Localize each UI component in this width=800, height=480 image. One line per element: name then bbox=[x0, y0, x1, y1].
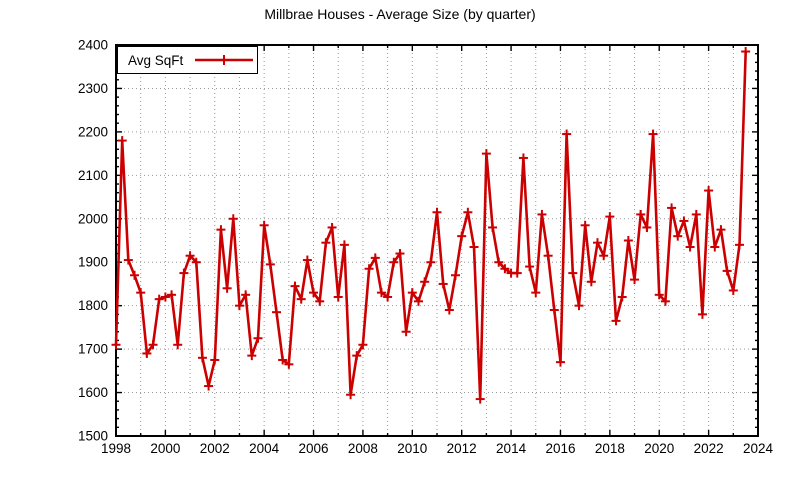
svg-text:2300: 2300 bbox=[78, 81, 108, 96]
svg-text:1700: 1700 bbox=[78, 342, 108, 357]
svg-text:2200: 2200 bbox=[78, 124, 108, 139]
svg-text:1998: 1998 bbox=[101, 441, 131, 456]
svg-text:2020: 2020 bbox=[644, 441, 674, 456]
svg-text:2016: 2016 bbox=[545, 441, 575, 456]
svg-text:1500: 1500 bbox=[78, 429, 108, 444]
svg-text:2010: 2010 bbox=[397, 441, 427, 456]
svg-text:2002: 2002 bbox=[200, 441, 230, 456]
svg-text:1600: 1600 bbox=[78, 385, 108, 400]
legend-line-sample bbox=[195, 55, 254, 65]
svg-text:2004: 2004 bbox=[249, 441, 280, 456]
svg-text:2006: 2006 bbox=[299, 441, 329, 456]
svg-text:2018: 2018 bbox=[595, 441, 625, 456]
series-markers bbox=[111, 47, 751, 404]
axis-tick-labels: 1500 1600 1700 1800 1900 2000 2100 2200 2300 2400… bbox=[78, 38, 774, 457]
svg-text:2014: 2014 bbox=[496, 441, 527, 456]
svg-text:2000: 2000 bbox=[150, 441, 180, 456]
svg-text:2012: 2012 bbox=[447, 441, 477, 456]
svg-text:2008: 2008 bbox=[348, 441, 378, 456]
series-line bbox=[114, 51, 747, 400]
svg-text:1800: 1800 bbox=[78, 298, 108, 313]
legend-label: Avg SqFt bbox=[128, 52, 184, 68]
svg-text:2400: 2400 bbox=[78, 38, 108, 53]
svg-text:2100: 2100 bbox=[78, 168, 108, 183]
svg-text:2022: 2022 bbox=[694, 441, 724, 456]
legend-box: Avg SqFt bbox=[117, 46, 258, 74]
gridlines bbox=[116, 45, 758, 436]
chart-title: Millbrae Houses - Average Size (by quart… bbox=[264, 6, 536, 22]
svg-text:1900: 1900 bbox=[78, 255, 108, 270]
svg-text:2024: 2024 bbox=[743, 441, 774, 456]
svg-text:2000: 2000 bbox=[78, 211, 108, 226]
